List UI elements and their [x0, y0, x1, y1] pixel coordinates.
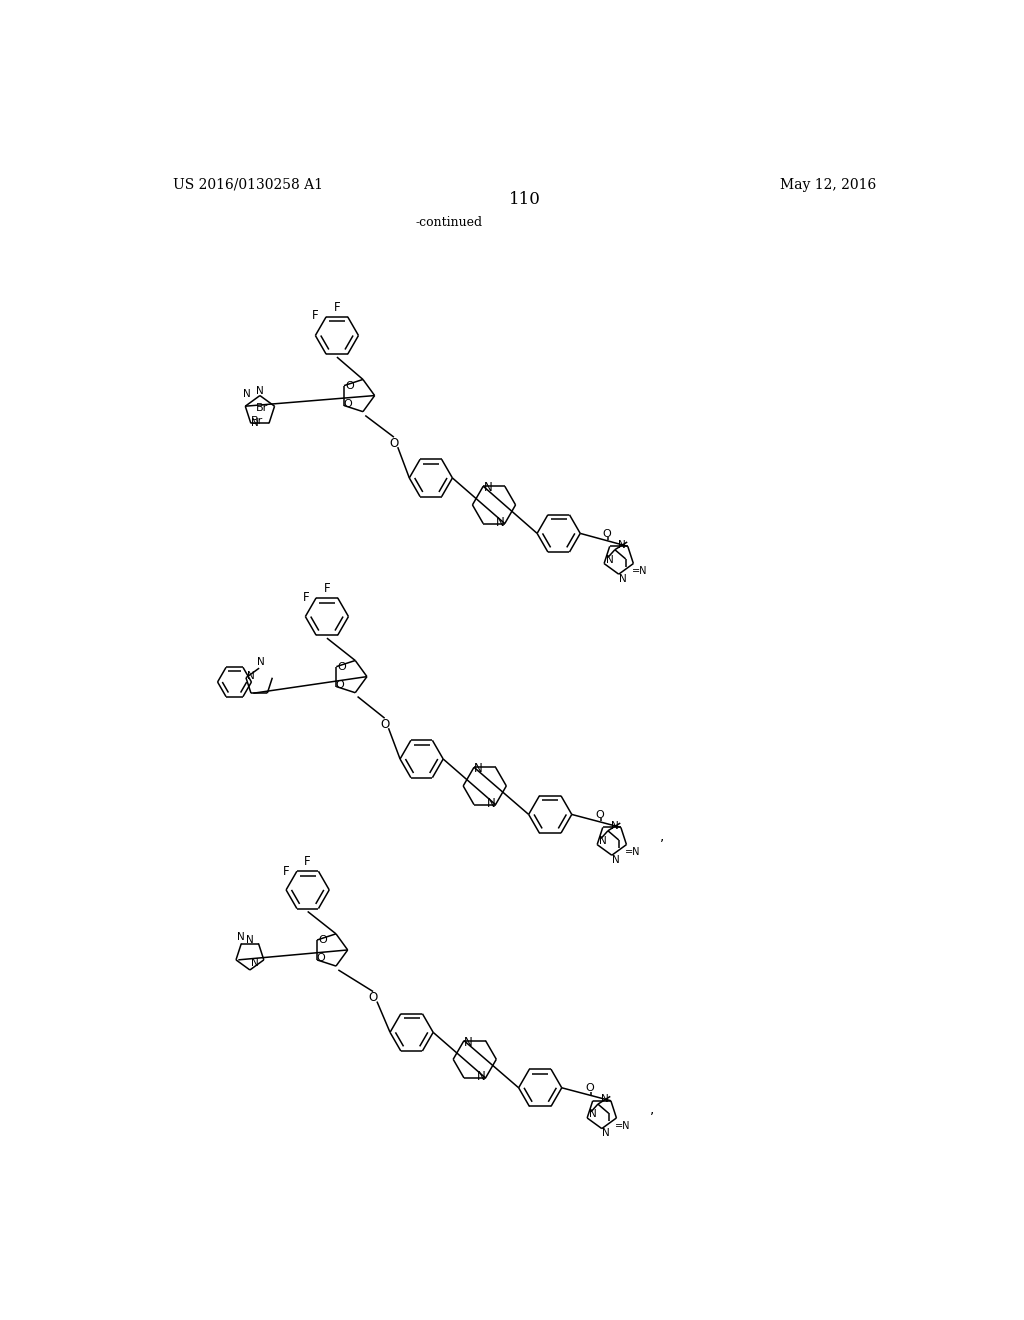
- Text: -continued: -continued: [416, 216, 482, 230]
- Text: N: N: [601, 1094, 608, 1105]
- Text: ,: ,: [659, 829, 664, 843]
- Text: N: N: [256, 385, 264, 396]
- Text: N: N: [605, 554, 613, 565]
- Text: O: O: [343, 399, 352, 409]
- Text: N: N: [474, 763, 483, 775]
- Text: Br: Br: [256, 403, 268, 413]
- Text: F: F: [284, 865, 290, 878]
- Text: N: N: [464, 1036, 473, 1048]
- Text: Br: Br: [251, 416, 263, 426]
- Text: O: O: [316, 953, 326, 964]
- Text: N: N: [617, 540, 626, 550]
- Text: O: O: [345, 380, 353, 391]
- Text: O: O: [595, 810, 604, 820]
- Text: =N: =N: [625, 847, 640, 857]
- Text: ,: ,: [649, 1102, 654, 1117]
- Text: O: O: [369, 991, 378, 1005]
- Text: N: N: [248, 671, 255, 681]
- Text: N: N: [602, 1129, 609, 1138]
- Text: N: N: [483, 482, 493, 494]
- Text: N: N: [496, 516, 505, 528]
- Text: N: N: [257, 657, 264, 667]
- Text: O: O: [586, 1084, 594, 1093]
- Text: 110: 110: [509, 191, 541, 207]
- Text: F: F: [324, 582, 330, 594]
- Text: F: F: [304, 855, 311, 869]
- Text: N: N: [618, 574, 627, 583]
- Text: O: O: [336, 680, 344, 690]
- Text: O: O: [337, 661, 346, 672]
- Text: N: N: [246, 936, 254, 945]
- Text: O: O: [389, 437, 398, 450]
- Text: F: F: [312, 309, 318, 322]
- Text: N: N: [252, 958, 259, 968]
- Text: N: N: [486, 796, 496, 809]
- Text: F: F: [302, 591, 309, 605]
- Text: =N: =N: [614, 1121, 631, 1131]
- Text: N: N: [238, 932, 245, 942]
- Text: O: O: [380, 718, 389, 731]
- Text: May 12, 2016: May 12, 2016: [780, 178, 877, 191]
- Text: N: N: [611, 821, 618, 830]
- Text: N: N: [599, 836, 606, 846]
- Text: =N: =N: [632, 566, 647, 577]
- Text: F: F: [334, 301, 340, 314]
- Text: N: N: [611, 855, 620, 865]
- Text: N: N: [476, 1071, 485, 1082]
- Text: N: N: [589, 1109, 596, 1119]
- Text: N: N: [251, 418, 259, 429]
- Text: N: N: [243, 389, 251, 399]
- Text: O: O: [602, 529, 611, 539]
- Text: O: O: [318, 935, 327, 945]
- Text: US 2016/0130258 A1: US 2016/0130258 A1: [173, 178, 323, 191]
